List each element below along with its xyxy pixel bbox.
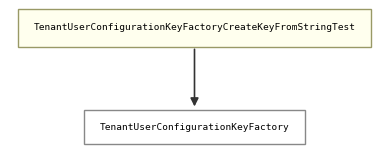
FancyBboxPatch shape bbox=[84, 110, 305, 144]
FancyBboxPatch shape bbox=[18, 9, 371, 46]
Text: TenantUserConfigurationKeyFactoryCreateKeyFromStringTest: TenantUserConfigurationKeyFactoryCreateK… bbox=[33, 23, 356, 32]
Text: TenantUserConfigurationKeyFactory: TenantUserConfigurationKeyFactory bbox=[100, 123, 289, 132]
